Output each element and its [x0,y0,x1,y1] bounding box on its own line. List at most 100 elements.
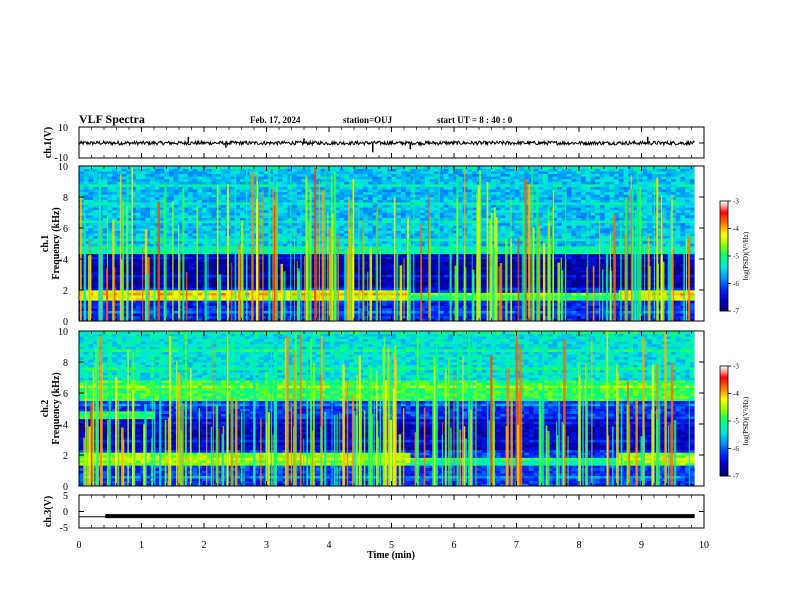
spectrogram-cell [88,251,93,254]
spectrogram-cell [368,205,373,208]
spectrogram-cell [188,287,193,290]
spectrogram-cell [264,241,269,244]
spectrogram-cell [292,192,297,195]
spectrogram-cell [221,308,226,311]
spectrogram-cell [221,303,226,306]
spectrogram-cell [107,282,112,285]
spectrogram-cell [368,241,373,244]
spectrogram-cell [136,233,141,236]
spectrogram-cell [292,184,297,187]
spectrogram-cell [93,218,98,221]
spectrogram-cell [93,176,98,179]
spectrogram-cell [112,207,117,210]
spectrogram-cell [387,267,392,270]
spectrogram-cell [188,244,193,247]
spectrogram-cell [197,241,202,244]
spectrogram-cell [306,169,311,172]
spectrogram-cell [136,218,141,221]
spectrogram-cell [387,236,392,239]
spectrogram-cell [174,207,179,210]
spectrogram-cell [136,251,141,254]
spectrogram-cell [297,189,302,192]
spectrogram-cell [136,308,141,311]
spectrogram-cell [103,202,108,205]
spectrogram-cell [283,244,288,247]
spectrogram-cell [88,244,93,247]
spectrogram-cell [287,256,292,259]
spectrogram-cell [112,205,117,208]
spectrogram-cell [169,176,174,179]
spectrogram-cell [354,298,359,301]
spectrogram-cell [287,293,292,296]
spectrogram-cell [93,184,98,187]
spectrogram-cell [240,171,245,174]
spectrogram-cell [197,277,202,280]
spectrogram-cell [287,231,292,234]
spectrogram-cell [202,182,207,185]
spectrogram-cell [221,244,226,247]
spectrogram-cell [240,218,245,221]
spectrogram-cell [112,215,117,218]
spectrogram-cell [107,225,112,228]
spectrogram-cell [112,192,117,195]
spectrogram-cell [84,192,89,195]
spectrogram-cell [107,238,112,241]
spectrogram-cell [84,182,89,185]
spectrogram-cell [212,259,217,262]
spectrogram-cell [387,189,392,192]
spectrogram-cell [354,184,359,187]
spectrogram-cell [216,233,221,236]
spectrogram-cell [136,182,141,185]
spectrogram-cell [197,308,202,311]
spectrogram-cell [354,313,359,316]
spectrogram-cell [150,220,155,223]
spectrogram-cell [188,200,193,203]
spectrogram-cell [216,197,221,200]
spectrogram-cell [387,231,392,234]
spectrogram-cell [278,192,283,195]
spectrogram-cell [141,233,146,236]
spectrogram-cell [382,184,387,187]
spectrogram-cell [382,194,387,197]
spectrogram-cell [221,182,226,185]
spectrogram-cell [197,293,202,296]
spectrogram-cell [136,231,141,234]
spectrogram-cell [368,187,373,190]
spectrogram-cell [221,213,226,216]
spectrogram-cell [339,267,344,270]
spectrogram-cell [325,169,330,172]
spectrogram-cell [283,251,288,254]
spectrogram-cell [103,184,108,187]
spectrogram-cell [136,194,141,197]
spectrogram-cell [377,184,382,187]
spectrogram-cell [216,189,221,192]
spectrogram-cell [88,236,93,239]
spectrogram-cell [382,228,387,231]
spectrogram-cell [197,282,202,285]
spectrogram-cell [145,184,150,187]
spectrogram-cell [283,259,288,262]
spectrogram-cell [212,176,217,179]
spectrogram-cell [278,189,283,192]
spectrogram-cell [387,228,392,231]
spectrogram-cell [93,259,98,262]
spectrogram-cell [283,228,288,231]
spectrogram-cell [155,182,160,185]
spectrogram-cell [344,192,349,195]
spectrogram-cell [363,218,368,221]
spectrogram-cell [259,179,264,182]
spectrogram-cell [197,207,202,210]
spectrogram-cell [354,192,359,195]
spectrogram-cell [264,275,269,278]
spectrogram-cell [122,169,127,172]
spectrogram-cell [368,176,373,179]
spectrogram-cell [164,171,169,174]
spectrogram-cell [264,233,269,236]
spectrogram-cell [339,194,344,197]
spectrogram-cell [221,225,226,228]
spectrogram-cell [339,220,344,223]
spectrogram-cell [287,205,292,208]
spectrogram-cell [212,264,217,267]
spectrogram-cell [363,194,368,197]
spectrogram-cell [197,205,202,208]
